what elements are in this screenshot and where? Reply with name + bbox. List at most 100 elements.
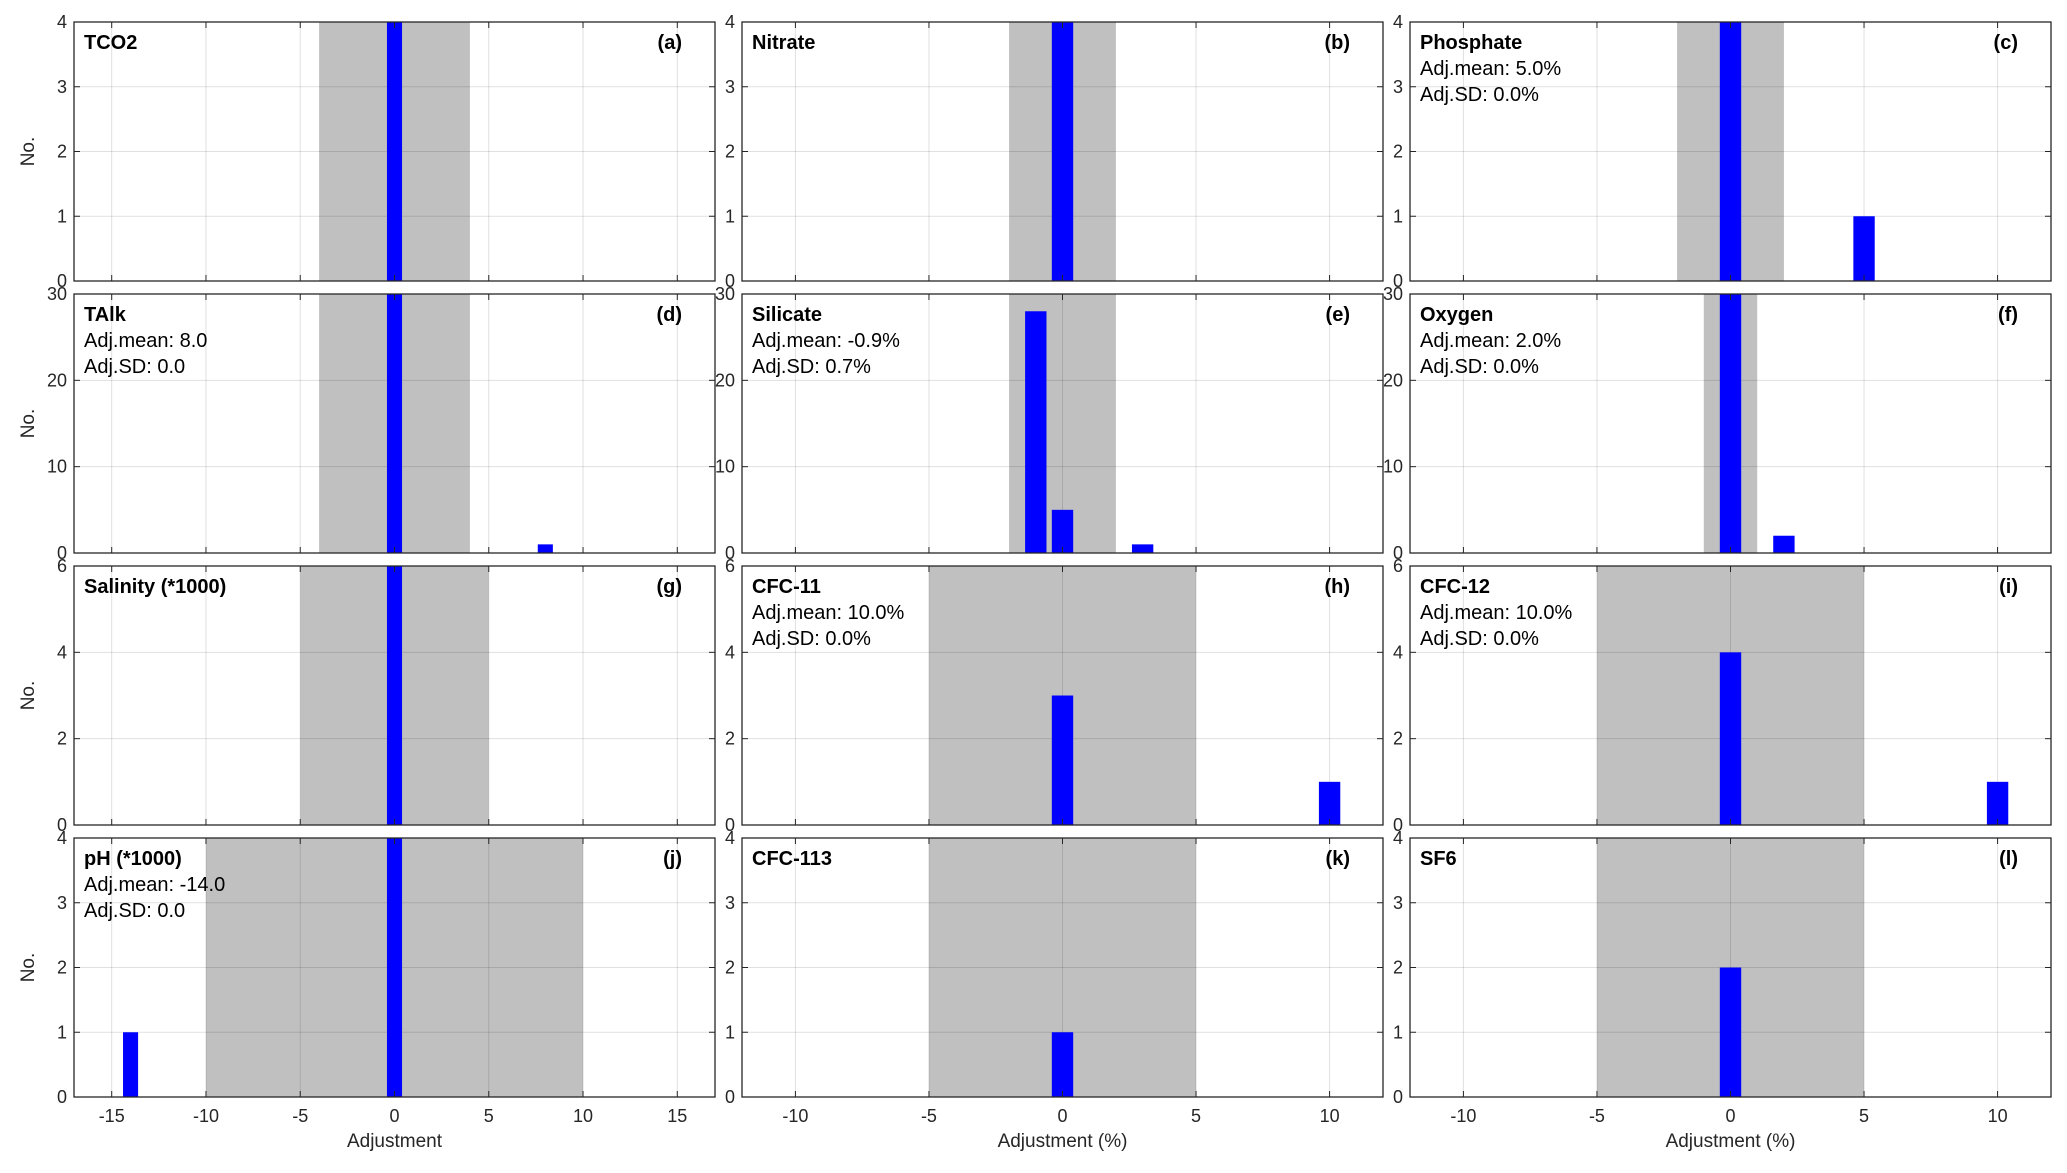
y-tick-label: 1 — [57, 206, 67, 226]
panel-annotation: Adj.SD: 0.0 — [84, 900, 185, 922]
bar — [1719, 967, 1742, 1097]
panel-a: 0 1 2 3 4 No. TCO2 (a) — [18, 12, 716, 291]
y-tick-label: 3 — [725, 77, 735, 97]
panel-annotation: Adj.SD: 0.0% — [1420, 628, 1539, 650]
panel-title: Oxygen — [1420, 304, 1493, 326]
y-tick-label: 4 — [57, 642, 67, 662]
y-tick-label: 0 — [725, 543, 735, 563]
panel-k: -10 -5 0 5 10 0 1 2 3 4 Adjustment (%) CFC-113 (k) — [725, 828, 1384, 1152]
panel-g: 0 2 4 6 No. Salinity (*1000) (g) — [18, 556, 716, 835]
x-tick-label: 5 — [1859, 1106, 1869, 1126]
y-tick-label: 0 — [725, 271, 735, 291]
y-tick-label: 4 — [725, 12, 735, 32]
panel-letter: (f) — [1998, 304, 2018, 326]
panel-letter: (e) — [1326, 304, 1350, 326]
y-tick-label: 20 — [1383, 370, 1403, 390]
y-tick-label: 3 — [1393, 893, 1403, 913]
panel-letter: (h) — [1324, 576, 1350, 598]
y-tick-label: 2 — [725, 142, 735, 162]
bar — [123, 1032, 139, 1097]
panel-annotation: Adj.SD: 0.7% — [752, 356, 871, 378]
panel-annotation: Adj.SD: 0.0 — [84, 356, 185, 378]
bar — [386, 838, 403, 1097]
x-tick-label: -5 — [292, 1106, 308, 1126]
y-tick-label: 3 — [57, 77, 67, 97]
y-tick-label: 6 — [725, 556, 735, 576]
panel-title: Nitrate — [752, 32, 815, 54]
y-tick-label: 1 — [1393, 206, 1403, 226]
y-tick-label: 3 — [57, 893, 67, 913]
x-tick-label: -10 — [782, 1106, 808, 1126]
y-tick-label: 0 — [725, 815, 735, 835]
y-tick-label: 0 — [1393, 271, 1403, 291]
x-tick-label: 5 — [1191, 1106, 1201, 1126]
panel-l: -10 -5 0 5 10 0 1 2 3 4 Adjustment (%) SF6 (l) — [1393, 828, 2052, 1152]
y-tick-label: 3 — [1393, 77, 1403, 97]
y-tick-label: 4 — [57, 828, 67, 848]
y-tick-label: 2 — [57, 142, 67, 162]
y-tick-label: 20 — [47, 370, 67, 390]
y-tick-label: 4 — [1393, 12, 1403, 32]
panel-title: CFC-12 — [1420, 576, 1490, 598]
y-tick-label: 20 — [715, 370, 735, 390]
panel-annotation: Adj.mean: -14.0 — [84, 874, 225, 896]
x-tick-label: 10 — [1320, 1106, 1340, 1126]
bar — [1719, 294, 1742, 553]
y-axis-label: No. — [18, 137, 39, 167]
y-tick-label: 6 — [57, 556, 67, 576]
y-tick-label: 10 — [715, 457, 735, 477]
y-axis-label: No. — [18, 681, 39, 711]
x-tick-label: -10 — [1450, 1106, 1476, 1126]
panel-annotation: Adj.SD: 0.0% — [752, 628, 871, 650]
bar — [1773, 535, 1795, 553]
x-tick-label: 15 — [667, 1106, 687, 1126]
y-tick-label: 1 — [57, 1022, 67, 1042]
y-tick-label: 4 — [725, 828, 735, 848]
panel-f: 0 10 20 30 Oxygen (f) Adj.mean: 2.0% Adj.SD: 0.… — [1383, 284, 2052, 563]
y-tick-label: 0 — [57, 271, 67, 291]
panel-letter: (j) — [663, 848, 682, 870]
y-tick-label: 0 — [1393, 1087, 1403, 1107]
panel-letter: (i) — [1999, 576, 2018, 598]
x-axis-label: Adjustment — [347, 1131, 443, 1152]
y-tick-label: 0 — [725, 1087, 735, 1107]
bar — [1051, 22, 1074, 281]
y-tick-label: 6 — [1393, 556, 1403, 576]
x-tick-label: 10 — [1988, 1106, 2008, 1126]
panel-annotation: Adj.SD: 0.0% — [1420, 356, 1539, 378]
y-tick-label: 0 — [57, 543, 67, 563]
y-tick-label: 0 — [1393, 815, 1403, 835]
x-tick-label: 0 — [389, 1106, 399, 1126]
panel-d: 0 10 20 30 No. TAlk (d) Adj.mean: 8.0 Adj.SD: 0.… — [18, 284, 716, 563]
x-tick-label: -5 — [921, 1106, 937, 1126]
panel-annotation: Adj.mean: 8.0 — [84, 330, 207, 352]
x-axis-label: Adjustment (%) — [998, 1131, 1128, 1152]
bar — [1719, 22, 1742, 281]
panel-letter: (g) — [656, 576, 682, 598]
y-tick-label: 1 — [1393, 1022, 1403, 1042]
y-tick-label: 2 — [57, 958, 67, 978]
bar — [1051, 695, 1074, 825]
y-axis-label: No. — [18, 409, 39, 439]
panel-annotation: Adj.SD: 0.0% — [1420, 84, 1539, 106]
bar — [386, 22, 403, 281]
panel-title: Silicate — [752, 304, 822, 326]
y-tick-label: 10 — [47, 457, 67, 477]
panel-letter: (c) — [1994, 32, 2018, 54]
x-tick-label: 0 — [1057, 1106, 1067, 1126]
x-tick-label: 10 — [573, 1106, 593, 1126]
panel-letter: (b) — [1324, 32, 1350, 54]
y-tick-label: 30 — [47, 284, 67, 304]
bar — [1853, 216, 1875, 281]
bar — [537, 544, 553, 553]
y-tick-label: 2 — [725, 958, 735, 978]
x-tick-label: 0 — [1725, 1106, 1735, 1126]
panel-b: 0 1 2 3 4 Nitrate (b) — [725, 12, 1384, 291]
bar — [1051, 509, 1074, 553]
bar — [1051, 1032, 1074, 1097]
panel-title: CFC-113 — [752, 848, 832, 870]
y-tick-label: 2 — [1393, 142, 1403, 162]
panel-annotation: Adj.mean: 10.0% — [1420, 602, 1573, 624]
panel-title: Salinity (*1000) — [84, 576, 226, 598]
